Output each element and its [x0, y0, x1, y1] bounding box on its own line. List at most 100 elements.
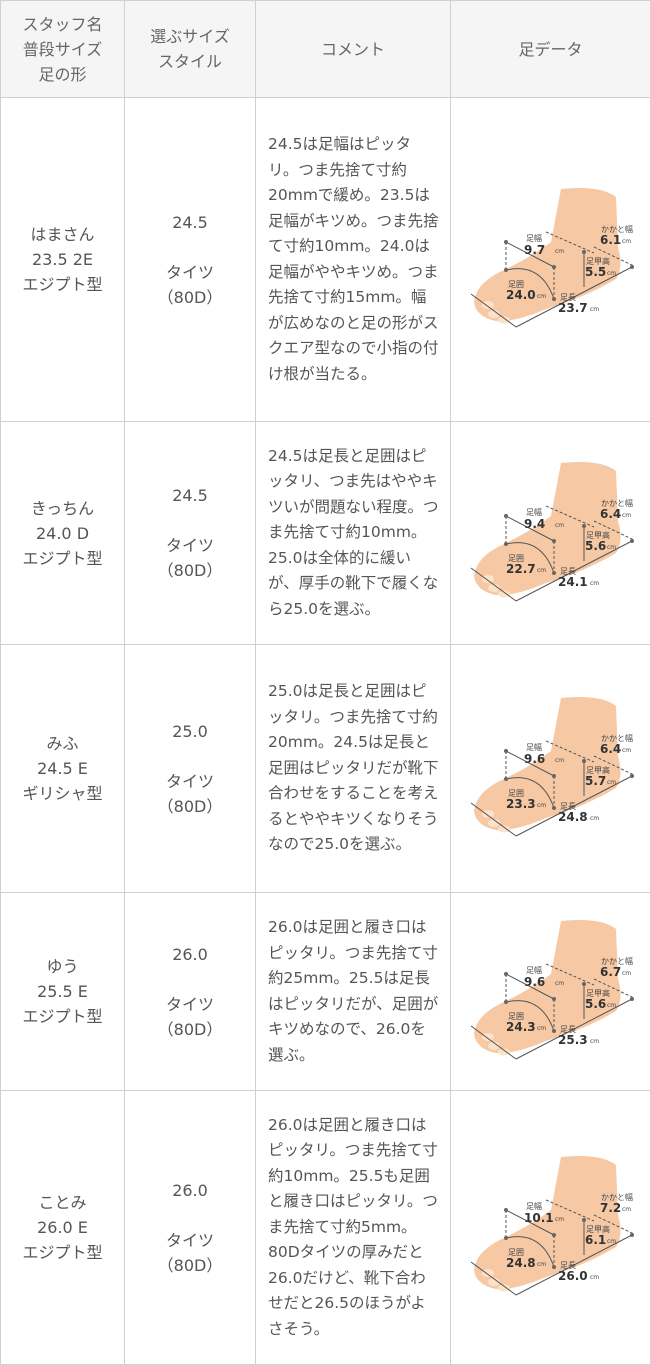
unit: cm [622, 970, 631, 977]
heel-width-value: 6.4 [600, 507, 621, 521]
style: タイツ [166, 536, 214, 555]
unit: cm [555, 1216, 564, 1223]
unit: cm [622, 238, 631, 245]
foot-width-label: 足幅 [526, 507, 542, 517]
staff-name: ゆう [46, 957, 78, 976]
unit: cm [555, 522, 564, 529]
unit: cm [537, 1261, 546, 1268]
denier: （80D） [158, 1256, 223, 1275]
denier: （80D） [158, 288, 223, 307]
comment-cell: 24.5は足幅はピッタリ。つま先捨て寸約20mmで緩め。23.5は足幅がキツめ。… [256, 98, 451, 422]
unit: cm [590, 1274, 599, 1281]
staff-name: はまさん [30, 225, 94, 244]
instep-height-value: 5.6 [585, 997, 606, 1011]
foot-shape: エジプト型 [22, 275, 102, 294]
heel-width-value: 6.1 [600, 233, 621, 247]
foot-shape: エジプト型 [22, 549, 102, 568]
style: タイツ [166, 263, 214, 282]
usual-size: 23.5 2E [32, 250, 93, 269]
unit: cm [607, 544, 616, 551]
staff-name: ことみ [38, 1193, 86, 1212]
denier: （80D） [158, 561, 223, 580]
unit: cm [607, 1238, 616, 1245]
instep-height-value: 6.1 [585, 1233, 606, 1247]
foot-length-value: 25.3 [558, 1033, 588, 1047]
heel-width-value: 6.7 [600, 965, 621, 979]
staff-name: みふ [46, 734, 78, 753]
header-text: 足の形 [38, 65, 86, 84]
staff-cell: はまさん 23.5 2E エジプト型 [1, 98, 125, 422]
unit: cm [590, 580, 599, 587]
instep-height-value: 5.5 [585, 265, 606, 279]
unit: cm [607, 779, 616, 786]
unit: cm [622, 512, 631, 519]
foot-shape: エジプト型 [22, 1007, 102, 1026]
header-text: スタイル [158, 52, 222, 71]
unit: cm [590, 1038, 599, 1045]
foot-width-value: 10.1 [524, 1211, 554, 1225]
foot-girth-value: 23.3 [506, 797, 536, 811]
unit: cm [555, 757, 564, 764]
foot-length-value: 24.1 [558, 575, 588, 589]
header-row: スタッフ名普段サイズ足の形 選ぶサイズスタイル コメント 足データ [1, 1, 650, 98]
header-text: スタッフ名 [22, 15, 102, 34]
foot-width-label: 足幅 [526, 1201, 542, 1211]
header-comment: コメント [256, 1, 451, 98]
staff-cell: みふ 24.5 E ギリシャ型 [1, 645, 125, 893]
instep-height-value: 5.7 [585, 774, 606, 788]
header-choice: 選ぶサイズスタイル [125, 1, 256, 98]
usual-size: 25.5 E [37, 982, 88, 1001]
header-text: 選ぶサイズ [150, 27, 230, 46]
foot-girth-value: 24.8 [506, 1256, 536, 1270]
unit: cm [622, 1206, 631, 1213]
usual-size: 24.5 E [37, 759, 88, 778]
style: タイツ [166, 1231, 214, 1250]
unit: cm [607, 270, 616, 277]
unit: cm [622, 747, 631, 754]
unit: cm [590, 306, 599, 313]
style: タイツ [166, 995, 214, 1014]
comment-cell: 25.0は足長と足囲はピッタリ。つま先捨て寸約20mm。24.5は足長と足囲はピ… [256, 645, 451, 893]
denier: （80D） [158, 1020, 223, 1039]
comment-cell: 26.0は足囲と履き口はピッタリ。つま先捨て寸約25mm。25.5は足長はピッタ… [256, 893, 451, 1091]
foot-width-value: 9.4 [524, 517, 545, 531]
chosen-size: 26.0 [172, 1181, 208, 1200]
header-staff: スタッフ名普段サイズ足の形 [1, 1, 125, 98]
instep-height-value: 5.6 [585, 539, 606, 553]
unit: cm [555, 248, 564, 255]
comment-cell: 26.0は足囲と履き口はピッタリ。つま先捨て寸約10mm。25.5も足囲と履き口… [256, 1091, 451, 1365]
header-foot-data: 足データ [451, 1, 650, 98]
header-text: 普段サイズ [23, 40, 103, 59]
denier: （80D） [158, 797, 223, 816]
foot-width-label: 足幅 [526, 965, 542, 975]
unit: cm [537, 802, 546, 809]
foot-shape: ギリシャ型 [22, 784, 102, 803]
foot-width-label: 足幅 [526, 233, 542, 243]
heel-width-value: 6.4 [600, 742, 621, 756]
heel-width-value: 7.2 [600, 1201, 621, 1215]
foot-width-label: 足幅 [526, 742, 542, 752]
unit: cm [537, 567, 546, 574]
foot-length-value: 23.7 [558, 301, 588, 315]
unit: cm [537, 1025, 546, 1032]
style: タイツ [166, 772, 214, 791]
staff-name: きっちん [31, 499, 94, 518]
